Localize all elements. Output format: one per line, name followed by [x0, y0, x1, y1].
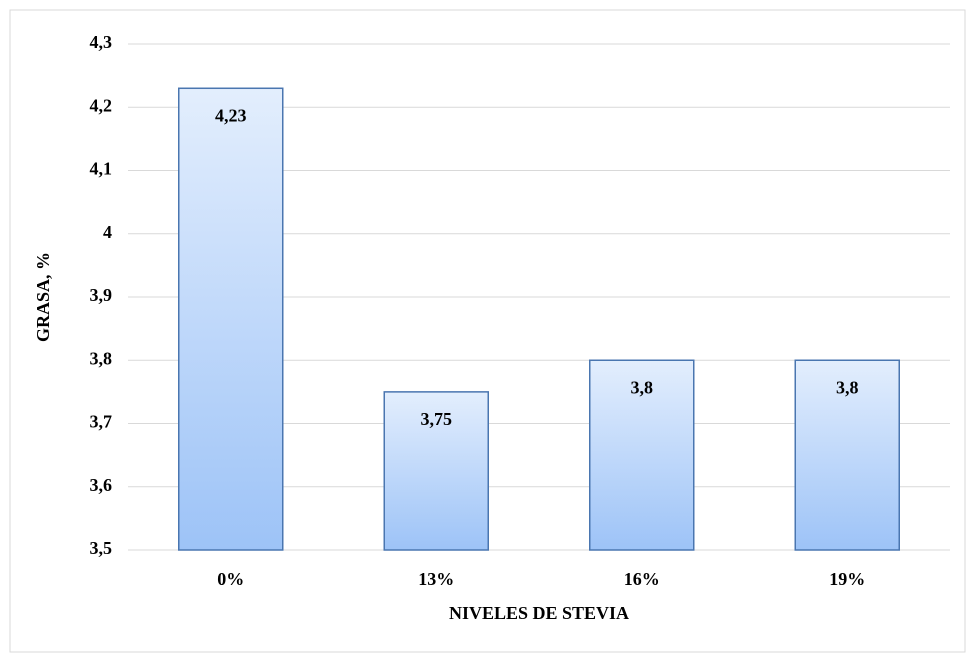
data-label: 3,8: [631, 377, 654, 397]
bar: [178, 87, 284, 551]
bar: [589, 359, 695, 551]
x-tick-label: 0%: [217, 569, 244, 589]
y-tick-label: 4,1: [90, 159, 113, 179]
data-label: 3,75: [421, 409, 453, 429]
y-tick-label: 3,9: [90, 285, 113, 305]
x-axis-label: NIVELES DE STEVIA: [449, 603, 629, 623]
y-tick-label: 3,8: [90, 348, 113, 368]
bar: [794, 359, 900, 551]
y-tick-label: 4: [103, 222, 112, 242]
y-tick-label: 3,5: [90, 538, 113, 558]
x-tick-label: 16%: [624, 569, 660, 589]
y-axis-label: GRASA, %: [33, 252, 53, 342]
y-tick-label: 4,2: [90, 95, 113, 115]
x-tick-label: 13%: [418, 569, 454, 589]
data-label: 4,23: [215, 105, 247, 125]
chart-border: [9, 9, 966, 653]
y-tick-label: 3,6: [90, 475, 113, 495]
y-tick-label: 4,3: [90, 32, 113, 52]
y-tick-label: 3,7: [90, 412, 113, 432]
x-tick-label: 19%: [829, 569, 865, 589]
bar: [383, 391, 489, 551]
data-label: 3,8: [836, 377, 859, 397]
